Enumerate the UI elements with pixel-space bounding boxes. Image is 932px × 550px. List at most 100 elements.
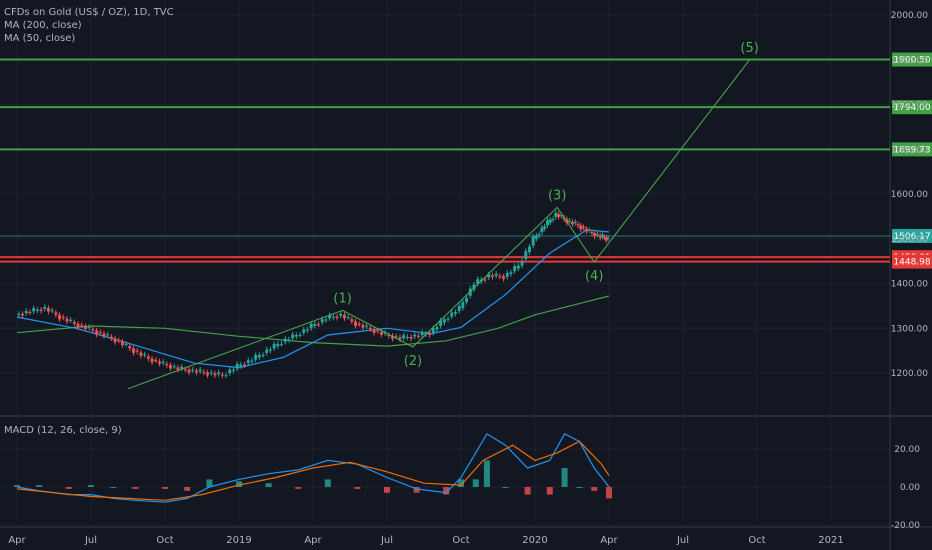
candle-body xyxy=(531,236,535,246)
y-tick-label: 1600.00 xyxy=(891,190,928,200)
candle-body xyxy=(379,332,383,335)
y-tick-label: 1700.00 xyxy=(891,145,928,155)
macd-histogram-bar xyxy=(576,487,583,488)
candle-body xyxy=(413,334,417,337)
horizontal-levels[interactable]: 1900.501794.001699.731458.811448.981506.… xyxy=(0,52,932,269)
candle-body xyxy=(570,221,574,225)
y-tick-label: 1800.00 xyxy=(891,101,928,111)
candle-body xyxy=(505,272,509,277)
candle-body xyxy=(213,373,217,376)
macd-histogram-bar xyxy=(413,487,420,493)
candle-body xyxy=(537,234,541,236)
candle-body xyxy=(376,330,380,332)
candle-body xyxy=(91,329,95,331)
x-tick-label: 2020 xyxy=(522,535,547,546)
macd-pane xyxy=(14,432,612,503)
macd-tick-label: -20.00 xyxy=(891,521,920,531)
candle-body xyxy=(24,311,28,314)
y-tick-label: 1200.00 xyxy=(891,369,928,379)
wave-annotations[interactable]: (1) (2) (3) (4) (5) xyxy=(127,41,759,390)
candle-body xyxy=(180,366,184,369)
candle-body xyxy=(582,227,586,229)
candle-body xyxy=(217,372,221,375)
candle-body xyxy=(398,337,402,340)
level-label: 1794.00 xyxy=(893,103,930,113)
x-tick-label: Oct xyxy=(452,535,469,546)
chart-title-legend: CFDs on Gold (US$ / OZ), 1D, TVC MA (200… xyxy=(4,6,174,45)
candle-body xyxy=(157,361,161,364)
level-badge xyxy=(892,254,932,269)
x-tick-label: Apr xyxy=(8,535,26,546)
candle-body xyxy=(194,370,198,373)
wave-label: (3) xyxy=(548,188,566,203)
level-label: 1699.73 xyxy=(893,145,930,155)
last-price-label: 1506.17 xyxy=(893,232,930,242)
candle-body xyxy=(559,215,563,217)
candle-body xyxy=(250,360,254,362)
macd-histogram-bar xyxy=(110,487,117,488)
candle-body xyxy=(198,369,202,372)
y-tick-label: 1300.00 xyxy=(891,324,928,334)
candle-body xyxy=(368,327,372,330)
candle-body xyxy=(161,361,165,363)
candle-body xyxy=(102,333,106,337)
level-label: 1448.98 xyxy=(893,258,930,268)
candle-body xyxy=(420,332,424,336)
candle-body xyxy=(365,325,369,327)
candle-body xyxy=(405,336,409,338)
candle-body xyxy=(305,329,309,331)
level-label: 1900.50 xyxy=(893,56,930,66)
candle-body xyxy=(165,364,169,366)
candle-body xyxy=(202,371,206,373)
candle-body xyxy=(357,323,361,325)
candle-body xyxy=(21,313,25,316)
candle-body xyxy=(346,317,350,319)
candle-body xyxy=(32,308,36,312)
candle-body xyxy=(601,234,605,237)
candle-body xyxy=(294,334,298,337)
candle-body xyxy=(428,333,432,335)
candle-body xyxy=(239,364,243,367)
candle-body xyxy=(576,224,580,226)
x-tick-label: 2021 xyxy=(818,535,843,546)
candle-body xyxy=(453,312,457,314)
candle-body xyxy=(169,365,173,369)
candle-body xyxy=(80,325,84,327)
candle-body xyxy=(228,369,232,373)
candle-body xyxy=(350,319,354,322)
candle-body xyxy=(261,355,265,357)
macd-legend: MACD (12, 26, close, 9) xyxy=(4,425,122,436)
candle-body xyxy=(509,272,513,274)
x-tick-label: Jul xyxy=(676,535,689,546)
candle-body xyxy=(590,232,594,234)
candle-body xyxy=(394,336,398,338)
wave-label: (2) xyxy=(404,354,422,369)
macd-histogram-bar xyxy=(483,460,490,487)
candle-body xyxy=(231,369,235,371)
candle-body xyxy=(113,338,117,343)
candle-body xyxy=(298,334,302,336)
level-badge xyxy=(892,142,932,157)
candle-body xyxy=(383,332,387,334)
candle-body xyxy=(87,326,91,328)
macd-signal-line xyxy=(16,440,610,501)
candle-body xyxy=(450,312,454,317)
candle-body xyxy=(106,334,110,336)
candle-body xyxy=(72,322,76,324)
macd-histogram-bar xyxy=(236,481,242,487)
candle-body xyxy=(146,356,150,359)
candle-body xyxy=(545,220,549,226)
candle-body xyxy=(206,372,210,376)
candle-body xyxy=(534,235,538,239)
candle-body xyxy=(354,321,358,327)
candle-body xyxy=(516,265,520,269)
candle-body xyxy=(83,326,87,329)
candle-body xyxy=(272,343,276,349)
macd-tick-label: 20.00 xyxy=(894,445,920,455)
candle-body xyxy=(372,329,376,333)
candle-body xyxy=(476,279,480,284)
candle-body xyxy=(61,317,65,319)
macd-histogram-bar xyxy=(546,487,553,495)
last-price-badge xyxy=(892,228,932,243)
